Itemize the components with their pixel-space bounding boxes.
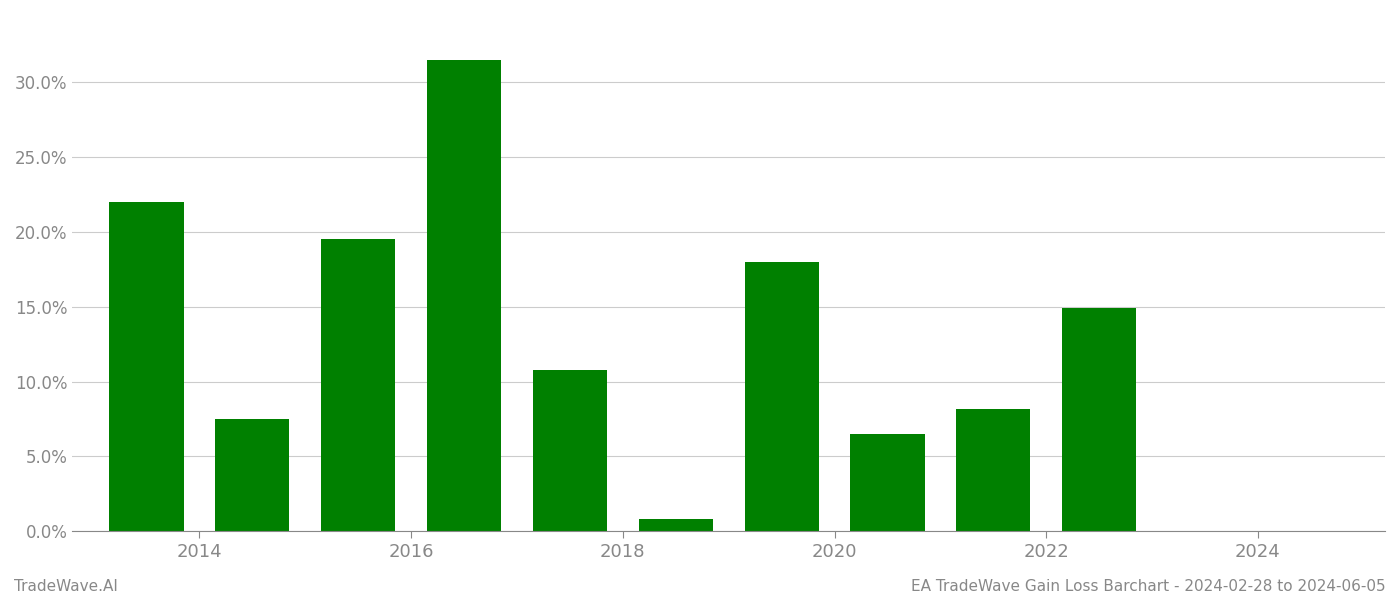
Text: EA TradeWave Gain Loss Barchart - 2024-02-28 to 2024-06-05: EA TradeWave Gain Loss Barchart - 2024-0… bbox=[911, 579, 1386, 594]
Bar bbox=[533, 370, 608, 531]
Bar bbox=[850, 434, 924, 531]
Bar bbox=[216, 419, 290, 531]
Bar bbox=[745, 262, 819, 531]
Bar bbox=[956, 409, 1030, 531]
Text: TradeWave.AI: TradeWave.AI bbox=[14, 579, 118, 594]
Bar bbox=[1063, 308, 1137, 531]
Bar bbox=[321, 239, 395, 531]
Bar bbox=[638, 519, 713, 531]
Bar bbox=[109, 202, 183, 531]
Bar bbox=[427, 60, 501, 531]
